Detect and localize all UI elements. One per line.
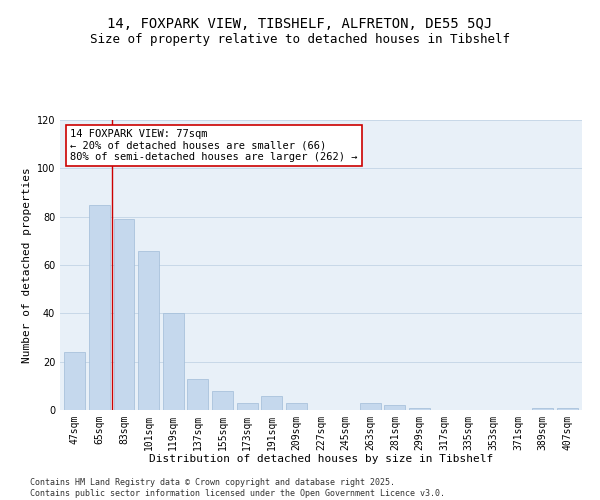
Text: Contains HM Land Registry data © Crown copyright and database right 2025.
Contai: Contains HM Land Registry data © Crown c… (30, 478, 445, 498)
X-axis label: Distribution of detached houses by size in Tibshelf: Distribution of detached houses by size … (149, 454, 493, 464)
Bar (360, 403, 381, 410)
Bar (532, 408, 553, 410)
Bar (286, 403, 307, 410)
Bar (236, 403, 257, 410)
Bar (64, 352, 85, 410)
Bar (113, 219, 134, 410)
Text: Size of property relative to detached houses in Tibshelf: Size of property relative to detached ho… (90, 32, 510, 46)
Bar (409, 408, 430, 410)
Y-axis label: Number of detached properties: Number of detached properties (22, 167, 32, 363)
Bar (163, 314, 184, 410)
Bar (261, 396, 282, 410)
Bar (212, 390, 233, 410)
Bar (138, 250, 159, 410)
Text: 14 FOXPARK VIEW: 77sqm
← 20% of detached houses are smaller (66)
80% of semi-det: 14 FOXPARK VIEW: 77sqm ← 20% of detached… (70, 128, 358, 162)
Text: 14, FOXPARK VIEW, TIBSHELF, ALFRETON, DE55 5QJ: 14, FOXPARK VIEW, TIBSHELF, ALFRETON, DE… (107, 18, 493, 32)
Bar (557, 408, 578, 410)
Bar (187, 378, 208, 410)
Bar (89, 204, 110, 410)
Bar (385, 405, 406, 410)
